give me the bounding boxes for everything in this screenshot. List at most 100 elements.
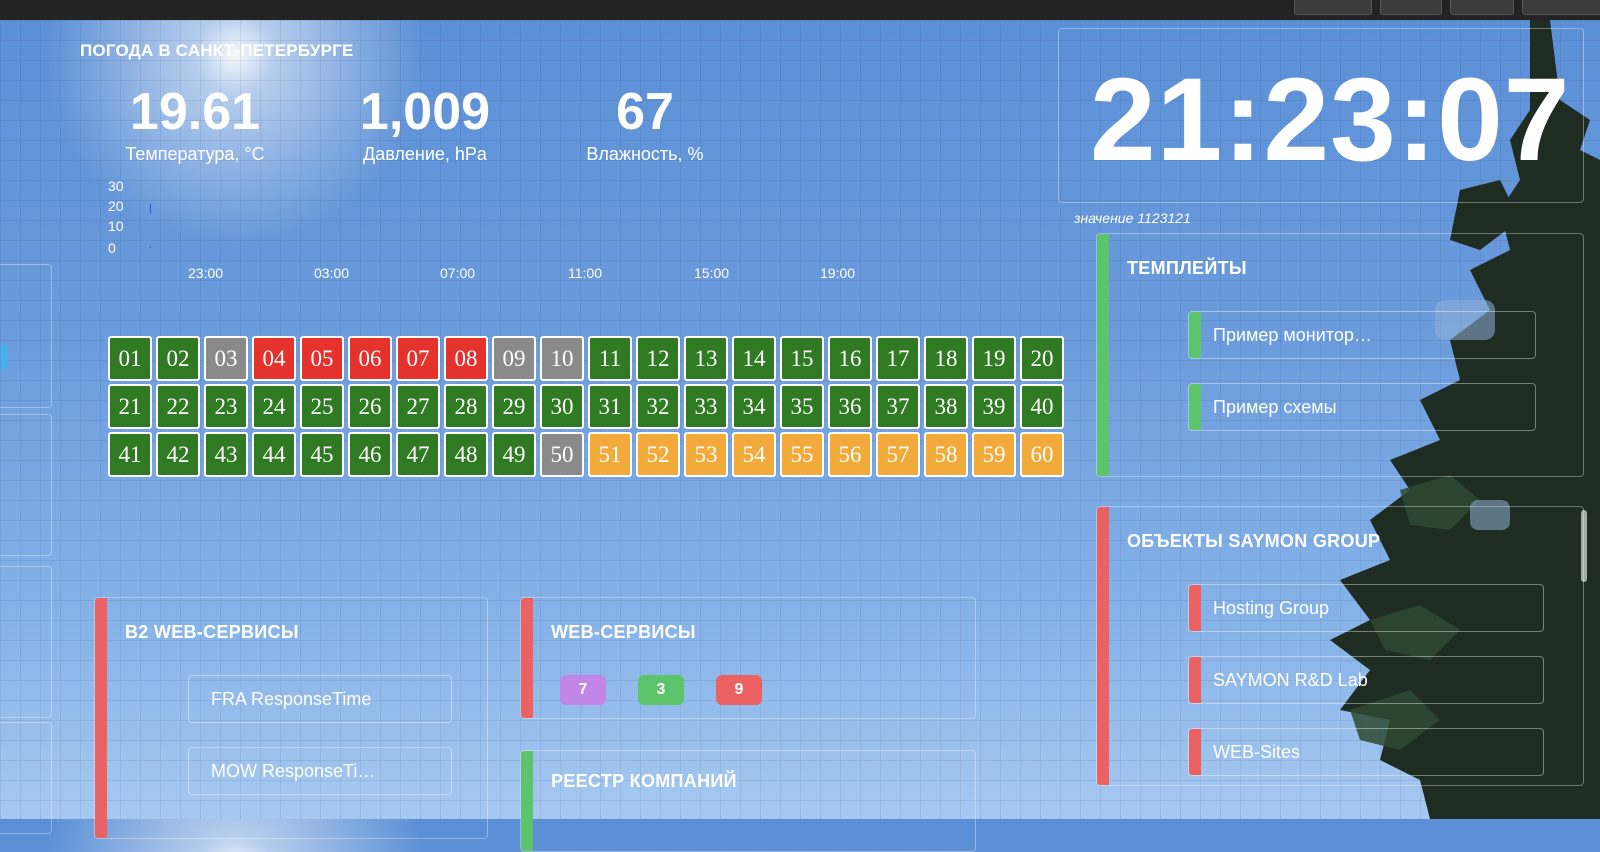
status-slot-09[interactable]: 09 — [492, 336, 536, 381]
status-slot-47[interactable]: 47 — [396, 432, 440, 477]
object-item-rnd-lab[interactable]: SAYMON R&D Lab — [1188, 656, 1544, 704]
template-item-schema[interactable]: Пример схемы — [1188, 383, 1536, 431]
status-slot-14[interactable]: 14 — [732, 336, 776, 381]
status-slot-32[interactable]: 32 — [636, 384, 680, 429]
clock-time: 21:23:07 — [1090, 54, 1571, 186]
slot-row: 01 02 03 04 05 06 07 08 09 10 11 12 13 14 15 16 17 18 19 20 — [108, 336, 1076, 381]
status-slot-11[interactable]: 11 — [588, 336, 632, 381]
status-slot-18[interactable]: 18 — [924, 336, 968, 381]
left-card-2[interactable] — [0, 414, 52, 556]
status-slot-22[interactable]: 22 — [156, 384, 200, 429]
toolbar-button-3[interactable] — [1450, 0, 1514, 15]
status-slot-19[interactable]: 19 — [972, 336, 1016, 381]
status-slot-25[interactable]: 25 — [300, 384, 344, 429]
status-slot-17[interactable]: 17 — [876, 336, 920, 381]
status-slot-29[interactable]: 29 — [492, 384, 536, 429]
saymon-objects-panel[interactable]: ОБЪЕКТЫ SAYMON GROUP — [1096, 506, 1584, 786]
status-slot-04[interactable]: 04 — [252, 336, 296, 381]
status-slot-27[interactable]: 27 — [396, 384, 440, 429]
status-slot-23[interactable]: 23 — [204, 384, 248, 429]
status-slot-26[interactable]: 26 — [348, 384, 392, 429]
status-slot-03[interactable]: 03 — [204, 336, 248, 381]
status-slot-36[interactable]: 36 — [828, 384, 872, 429]
status-slot-59[interactable]: 59 — [972, 432, 1016, 477]
weather-title: ПОГОДА В САНКТ-ПЕТЕРБУРГЕ — [80, 41, 354, 60]
left-card-4[interactable] — [0, 722, 52, 834]
status-slot-39[interactable]: 39 — [972, 384, 1016, 429]
status-slot-24[interactable]: 24 — [252, 384, 296, 429]
company-registry-panel[interactable]: РЕЕСТР КОМПАНИЙ — [520, 750, 976, 852]
status-slot-31[interactable]: 31 — [588, 384, 632, 429]
status-slot-16[interactable]: 16 — [828, 336, 872, 381]
left-card-1[interactable] — [0, 264, 52, 408]
badge-red[interactable]: 9 — [716, 675, 762, 705]
templates-panel[interactable]: ТЕМПЛЕЙТЫ — [1096, 233, 1584, 477]
web-services-panel[interactable]: WEB-СЕРВИСЫ — [520, 597, 976, 719]
status-slot-45[interactable]: 45 — [300, 432, 344, 477]
temperature-point — [150, 246, 151, 248]
object-item-label: WEB-Sites — [1213, 742, 1301, 762]
toolbar-button-2[interactable] — [1380, 0, 1442, 15]
status-slot-58[interactable]: 58 — [924, 432, 968, 477]
status-slot-06[interactable]: 06 — [348, 336, 392, 381]
status-slot-60[interactable]: 60 — [1020, 432, 1064, 477]
status-slot-38[interactable]: 38 — [924, 384, 968, 429]
status-slot-28[interactable]: 28 — [444, 384, 488, 429]
registry-status-bar — [521, 751, 533, 851]
status-slot-37[interactable]: 37 — [876, 384, 920, 429]
b2-web-services-panel[interactable]: B2 WEB-СЕРВИСЫ — [94, 597, 488, 839]
status-slot-50[interactable]: 50 — [540, 432, 584, 477]
status-slot-44[interactable]: 44 — [252, 432, 296, 477]
status-slot-51[interactable]: 51 — [588, 432, 632, 477]
slot-row: 41 42 43 44 45 46 47 48 49 50 51 52 53 54 55 56 57 58 59 60 — [108, 432, 1076, 477]
status-slot-07[interactable]: 07 — [396, 336, 440, 381]
status-slot-42[interactable]: 42 — [156, 432, 200, 477]
status-slot-13[interactable]: 13 — [684, 336, 728, 381]
status-slot-49[interactable]: 49 — [492, 432, 536, 477]
template-item-monitor[interactable]: Пример монитор… — [1188, 311, 1536, 359]
status-slot-54[interactable]: 54 — [732, 432, 776, 477]
pressure-label: Давление, hPa — [363, 144, 487, 164]
status-slot-34[interactable]: 34 — [732, 384, 776, 429]
b2-item-fra[interactable]: FRA ResponseTime — [188, 675, 452, 723]
status-slot-56[interactable]: 56 — [828, 432, 872, 477]
status-slot-48[interactable]: 48 — [444, 432, 488, 477]
status-slot-21[interactable]: 21 — [108, 384, 152, 429]
status-slot-55[interactable]: 55 — [780, 432, 824, 477]
left-card-3[interactable] — [0, 566, 52, 718]
b2-item-mow[interactable]: MOW ResponseTi… — [188, 747, 452, 795]
y-tick-10: 10 — [108, 218, 124, 234]
top-toolbar — [0, 0, 1600, 20]
status-slot-43[interactable]: 43 — [204, 432, 248, 477]
objects-scrollbar[interactable] — [1581, 510, 1587, 582]
pressure-metric: 1,009 Давление, hPa — [350, 82, 500, 165]
y-tick-0: 0 — [108, 240, 116, 256]
status-slot-52[interactable]: 52 — [636, 432, 680, 477]
status-slot-53[interactable]: 53 — [684, 432, 728, 477]
status-slot-46[interactable]: 46 — [348, 432, 392, 477]
badge-green[interactable]: 3 — [638, 675, 684, 705]
b2-status-bar — [95, 598, 107, 838]
status-slot-08[interactable]: 08 — [444, 336, 488, 381]
slot-row: 21 22 23 24 25 26 27 28 29 30 31 32 33 34 35 36 37 38 39 40 — [108, 384, 1076, 429]
toolbar-button-4[interactable] — [1522, 0, 1600, 15]
status-slot-02[interactable]: 02 — [156, 336, 200, 381]
status-slot-15[interactable]: 15 — [780, 336, 824, 381]
object-item-hosting-group[interactable]: Hosting Group — [1188, 584, 1544, 632]
status-slot-05[interactable]: 05 — [300, 336, 344, 381]
status-slot-30[interactable]: 30 — [540, 384, 584, 429]
status-slot-10[interactable]: 10 — [540, 336, 584, 381]
status-slot-57[interactable]: 57 — [876, 432, 920, 477]
badge-purple[interactable]: 7 — [560, 675, 606, 705]
status-slot-33[interactable]: 33 — [684, 384, 728, 429]
x-tick-1100: 11:00 — [568, 265, 602, 281]
status-slot-41[interactable]: 41 — [108, 432, 152, 477]
toolbar-button-1[interactable] — [1294, 0, 1372, 15]
status-slot-12[interactable]: 12 — [636, 336, 680, 381]
status-slot-40[interactable]: 40 — [1020, 384, 1064, 429]
status-slot-01[interactable]: 01 — [108, 336, 152, 381]
status-slot-20[interactable]: 20 — [1020, 336, 1064, 381]
status-slot-35[interactable]: 35 — [780, 384, 824, 429]
y-tick-20: 20 — [108, 198, 124, 214]
object-item-web-sites[interactable]: WEB-Sites — [1188, 728, 1544, 776]
